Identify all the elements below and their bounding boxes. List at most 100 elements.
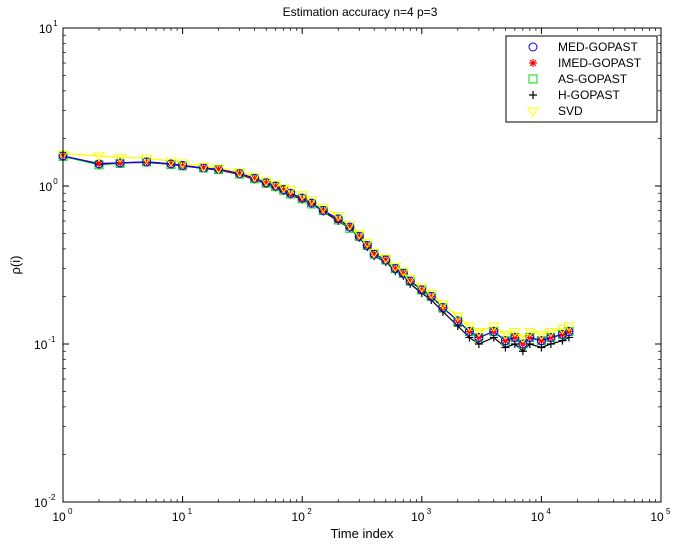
data-point-svd (389, 262, 402, 273)
data-point-svd (535, 330, 548, 341)
data-point-svd (165, 157, 177, 167)
data-point-med-gopast (518, 339, 528, 349)
y-tick-label: 10 (34, 496, 48, 510)
data-point-imed-gopast (95, 159, 104, 168)
plot-area (57, 27, 662, 503)
legend-marker-med-gopast (528, 42, 538, 52)
data-point-svd (284, 186, 297, 196)
data-point-med-gopast (345, 222, 355, 232)
data-point-svd (140, 154, 153, 165)
data-point-imed-gopast (298, 194, 307, 203)
x-tick-label: 10 (531, 510, 545, 524)
data-point-imed-gopast (214, 165, 223, 174)
x-axis-ticks: 10 0 10 1 10 2 10 3 10 4 10 5 (52, 28, 671, 524)
x-tick-label-exponent: 0 (68, 507, 73, 516)
legend-label-h-gopast: H-GOPAST (558, 88, 620, 102)
data-point-svd (463, 322, 476, 332)
data-point-imed-gopast (417, 285, 426, 294)
data-point-med-gopast (426, 291, 436, 301)
x-axis-label: Time index (330, 526, 394, 541)
data-point-imed-gopast (370, 250, 379, 259)
x-tick-label: 10 (172, 510, 186, 524)
data-point-imed-gopast (345, 223, 354, 232)
data-point-med-gopast (286, 188, 296, 198)
y-tick-label: 10 (39, 22, 53, 36)
data-point-med-gopast (362, 241, 372, 251)
data-point-med-gopast (318, 205, 328, 215)
data-point-med-gopast (546, 332, 556, 342)
data-point-imed-gopast (178, 161, 187, 170)
data-point-imed-gopast (363, 241, 372, 250)
y-tick-label: 10 (34, 338, 48, 352)
legend-items: MED-GOPAST IMED-GOPAST AS-GOPAST H-GOPAST SV… (527, 40, 642, 118)
data-point-svd (269, 180, 282, 190)
x-tick-label-exponent: 5 (666, 507, 671, 516)
data-point-svd (353, 230, 366, 240)
data-point-med-gopast (398, 268, 408, 278)
legend-label-imed-gopast: IMED-GOPAST (558, 56, 642, 70)
data-point-imed-gopast (546, 333, 555, 342)
data-point-svd (305, 196, 318, 206)
y-tick-label-exponent: 0 (53, 177, 58, 186)
data-point-svd (451, 312, 464, 323)
data-point-med-gopast (474, 332, 484, 342)
data-point-svd (343, 221, 356, 231)
data-point-svd (499, 330, 512, 341)
x-tick-label-exponent: 3 (427, 507, 432, 516)
data-point-imed-gopast (391, 264, 400, 273)
data-point-imed-gopast (271, 182, 280, 191)
data-point-svd (508, 327, 521, 338)
data-point-svd (317, 204, 330, 214)
legend-label-med-gopast: MED-GOPAST (558, 40, 638, 54)
data-point-imed-gopast (438, 303, 447, 312)
data-point-med-gopast (438, 303, 448, 313)
data-point-svd (197, 162, 210, 173)
data-point-svd (563, 322, 575, 332)
data-point-svd (368, 248, 381, 259)
data-point-med-gopast (381, 255, 391, 265)
chart-title: Estimation accuracy n=4 p=3 (283, 5, 438, 19)
data-point-svd (544, 327, 557, 338)
data-point-svd (397, 267, 410, 277)
data-point-med-gopast (166, 159, 176, 169)
data-point-svd (415, 283, 428, 293)
data-point-imed-gopast (537, 336, 546, 345)
data-point-svd (233, 168, 246, 178)
data-point-med-gopast (464, 326, 474, 336)
y-tick-label-exponent: -2 (48, 493, 56, 502)
data-point-svd (114, 153, 126, 164)
data-point-svd (260, 177, 273, 187)
legend-marker-svd (527, 107, 539, 117)
x-tick-label-exponent: 4 (546, 507, 551, 516)
data-point-imed-gopast (199, 163, 208, 172)
data-point-med-gopast (354, 231, 364, 241)
data-point-med-gopast (500, 336, 510, 346)
data-point-svd (472, 327, 485, 338)
x-tick-label: 10 (411, 510, 425, 524)
data-point-imed-gopast (167, 159, 176, 168)
data-point-imed-gopast (307, 199, 316, 208)
data-point-med-gopast (564, 326, 574, 336)
x-tick-label: 10 (52, 510, 66, 524)
legend-marker-imed-gopast (529, 59, 537, 67)
data-point-med-gopast (453, 316, 463, 326)
y-tick-label-exponent: -1 (48, 335, 56, 344)
data-point-imed-gopast (250, 174, 259, 183)
y-axis-label: ρ(i) (8, 256, 23, 275)
data-point-med-gopast (489, 326, 499, 336)
y-tick-label: 10 (39, 180, 53, 194)
data-point-svd (332, 212, 345, 222)
data-point-med-gopast (297, 193, 307, 203)
data-point-svd (277, 183, 290, 194)
data-point-imed-gopast (381, 256, 390, 265)
data-point-med-gopast (115, 158, 125, 168)
data-point-svd (176, 159, 189, 169)
data-point-svd (379, 254, 392, 264)
data-point-med-gopast (405, 276, 415, 286)
data-point-h-gopast (518, 347, 527, 356)
data-point-svd (248, 172, 261, 183)
data-point-med-gopast (178, 160, 188, 170)
data-point-svd (404, 274, 417, 285)
